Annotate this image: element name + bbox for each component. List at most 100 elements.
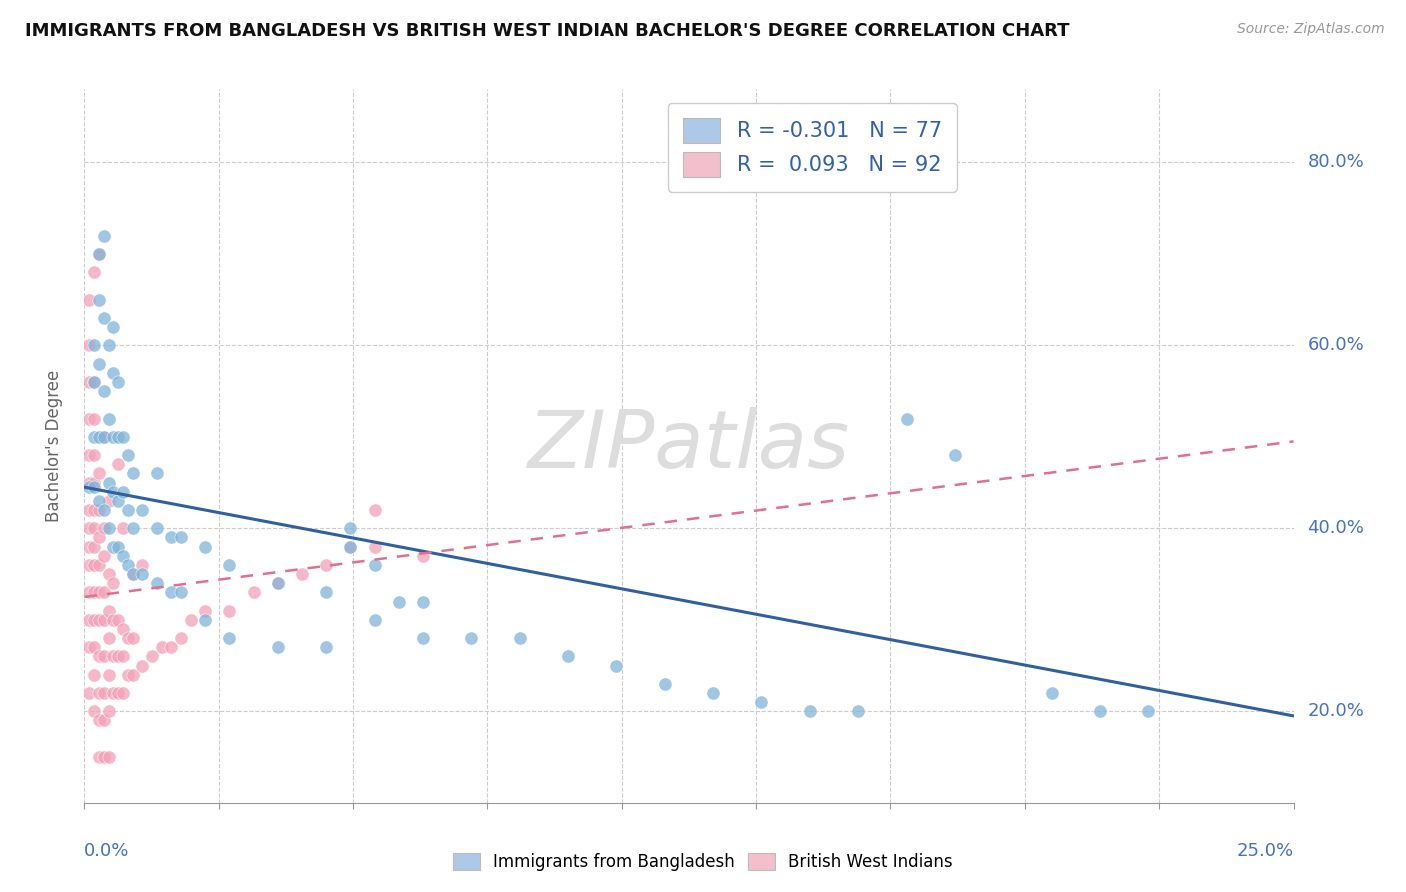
Point [107,430,129,444]
Point [291,567,314,582]
Point [83,411,105,425]
Point [83,448,105,462]
Point [83,540,105,554]
Point [83,265,105,279]
Point [170,585,193,599]
Point [218,604,240,618]
Point [93,430,115,444]
Point [363,613,385,627]
Point [131,558,153,572]
Point [87,750,110,764]
Point [160,531,183,545]
Point [77,475,100,490]
Point [87,503,110,517]
Point [77,448,100,462]
Point [112,521,135,535]
Point [117,503,139,517]
Point [339,540,361,554]
Point [267,576,290,591]
Point [751,695,773,709]
Point [112,622,135,636]
Point [83,430,105,444]
Point [103,649,125,664]
Point [77,375,100,389]
Point [93,430,115,444]
Point [77,293,100,307]
Point [117,448,139,462]
Point [87,293,110,307]
Point [93,686,115,700]
Point [194,613,217,627]
Point [315,558,337,572]
Point [83,338,105,352]
Point [77,521,100,535]
Point [339,540,361,554]
Point [87,686,110,700]
Point [1040,686,1063,700]
Point [112,430,135,444]
Point [83,375,105,389]
Point [315,585,337,599]
Point [97,704,120,718]
Point [107,649,129,664]
Point [112,686,135,700]
Point [83,585,105,599]
Point [107,613,129,627]
Point [121,467,143,481]
Point [83,667,105,681]
Point [121,567,143,582]
Point [112,484,135,499]
Point [218,558,240,572]
Point [93,521,115,535]
Point [93,613,115,627]
Point [121,631,143,645]
Point [112,649,135,664]
Text: 80.0%: 80.0% [1308,153,1364,171]
Point [131,567,153,582]
Point [799,704,821,718]
Point [605,658,627,673]
Point [93,384,115,398]
Point [315,640,337,655]
Point [97,604,120,618]
Point [93,310,115,325]
Point [170,631,193,645]
Point [131,503,153,517]
Point [339,521,361,535]
Legend: Immigrants from Bangladesh, British West Indians: Immigrants from Bangladesh, British West… [444,845,962,880]
Point [654,677,676,691]
Point [103,613,125,627]
Point [87,357,110,371]
Point [146,467,169,481]
Point [846,704,869,718]
Point [87,585,110,599]
Point [509,631,531,645]
Point [77,480,100,494]
Point [87,247,110,261]
Point [83,613,105,627]
Point [218,631,240,645]
Point [412,594,434,608]
Point [112,549,135,563]
Point [363,558,385,572]
Y-axis label: Bachelor's Degree: Bachelor's Degree [45,370,63,522]
Text: ZIPatlas: ZIPatlas [527,407,851,485]
Point [77,503,100,517]
Point [117,558,139,572]
Point [160,640,183,655]
Point [77,411,100,425]
Point [87,430,110,444]
Legend: R = -0.301   N = 77, R =  0.093   N = 92: R = -0.301 N = 77, R = 0.093 N = 92 [668,103,956,192]
Point [460,631,482,645]
Point [97,750,120,764]
Point [103,484,125,499]
Point [103,430,125,444]
Text: Source: ZipAtlas.com: Source: ZipAtlas.com [1237,22,1385,37]
Point [87,531,110,545]
Point [160,585,183,599]
Point [97,631,120,645]
Point [83,521,105,535]
Text: 20.0%: 20.0% [1308,702,1364,721]
Point [87,613,110,627]
Point [194,540,217,554]
